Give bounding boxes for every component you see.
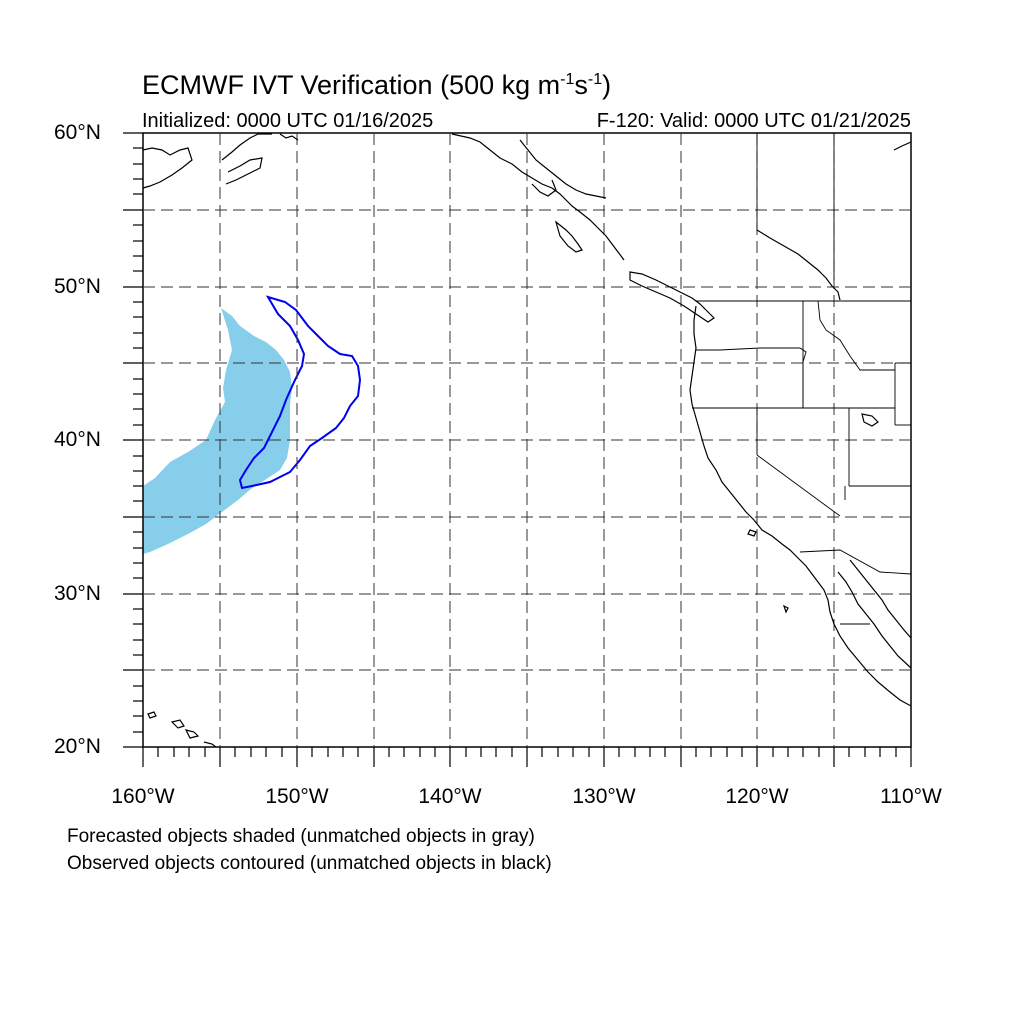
lat-lon-grid	[143, 133, 911, 747]
lon-label-120w: 120°W	[725, 785, 789, 808]
initialized-time: Initialized: 0000 UTC 01/16/2025	[142, 110, 434, 132]
valid-time: F-120: Valid: 0000 UTC 01/21/2025	[596, 110, 911, 132]
observed-legend-note: Observed objects contoured (unmatched ob…	[67, 853, 552, 874]
lon-label-110w: 110°W	[880, 785, 942, 808]
lat-label-50n: 50°N	[54, 275, 101, 298]
lon-label-140w: 140°W	[418, 785, 482, 808]
lat-label-40n: 40°N	[54, 428, 101, 451]
lon-label-150w: 150°W	[265, 785, 329, 808]
figure-title: ECMWF IVT Verification (500 kg m-1s-1)	[142, 70, 612, 100]
lat-label-60n: 60°N	[54, 121, 101, 144]
lat-label-30n: 30°N	[54, 582, 101, 605]
forecast-ivt-object	[143, 308, 292, 554]
lon-label-160w: 160°W	[111, 785, 175, 808]
coastlines	[142, 133, 912, 748]
forecast-legend-note: Forecasted objects shaded (unmatched obj…	[67, 826, 535, 847]
lon-label-130w: 130°W	[572, 785, 636, 808]
political-borders	[692, 133, 912, 625]
lat-label-20n: 20°N	[54, 735, 101, 758]
axis-ticks	[123, 132, 912, 767]
